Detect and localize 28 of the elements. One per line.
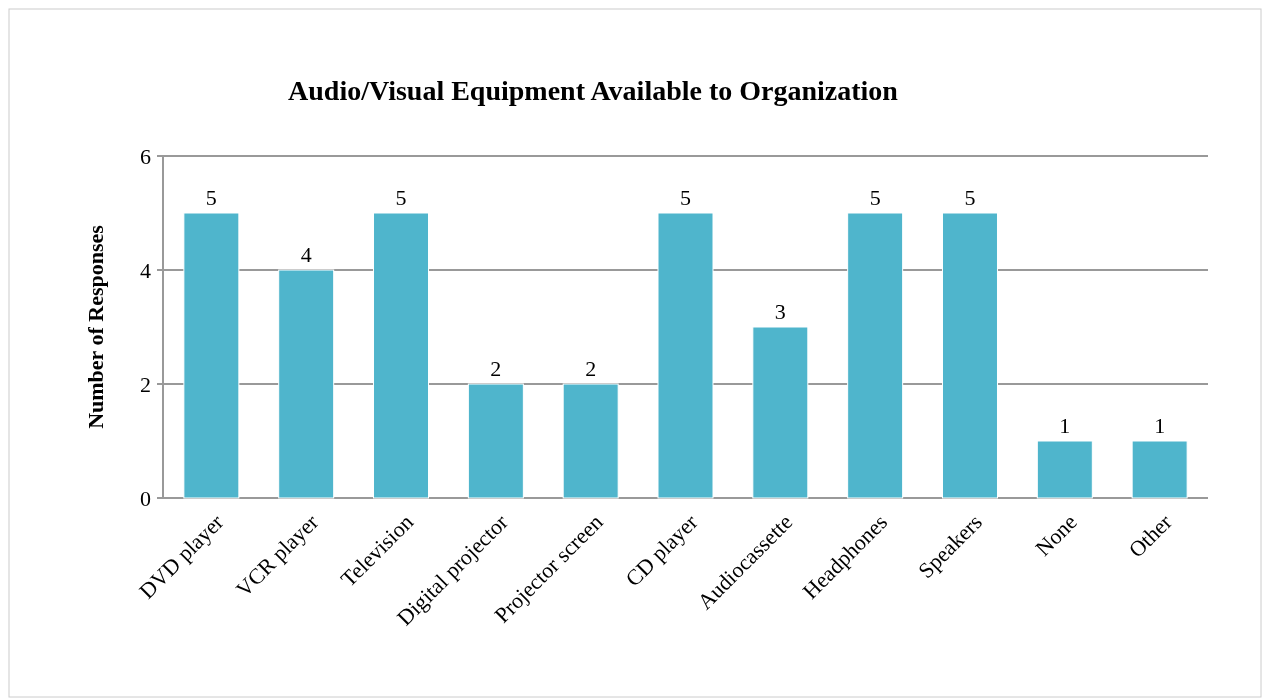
data-label: 5 (964, 185, 976, 210)
y-tick-label: 6 (140, 143, 151, 169)
bar (1131, 440, 1188, 499)
data-label: 5 (680, 185, 691, 210)
data-label: 5 (205, 185, 217, 210)
bar (278, 269, 335, 499)
data-label: 2 (490, 356, 502, 381)
data-label: 5 (869, 185, 881, 210)
y-axis-title: Number of Responses (83, 224, 108, 429)
y-tick-label: 2 (140, 371, 151, 397)
bar (941, 212, 998, 499)
data-label: 1 (1059, 413, 1071, 438)
y-tick-label: 4 (140, 257, 151, 283)
bar (657, 212, 714, 499)
chart-title: Audio/Visual Equipment Available to Organization (288, 75, 899, 106)
y-tick-label: 0 (140, 485, 151, 511)
data-label: 2 (585, 356, 597, 381)
bar (752, 326, 809, 499)
bar (467, 383, 524, 499)
bar (847, 212, 904, 499)
bar (183, 212, 240, 499)
bar (562, 383, 619, 499)
bar (1036, 440, 1093, 499)
data-label: 1 (1154, 413, 1166, 438)
data-label: 5 (395, 185, 407, 210)
data-label: 3 (774, 299, 786, 324)
data-label: 4 (300, 242, 312, 267)
bar (373, 212, 430, 499)
